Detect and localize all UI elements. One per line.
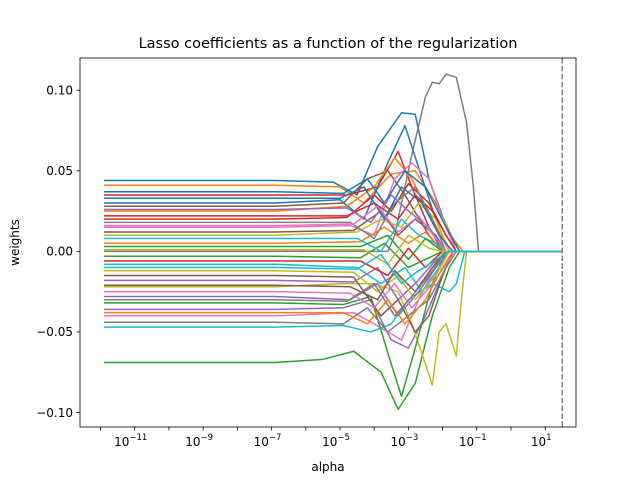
y-axis-label: weights (8, 219, 22, 266)
x-tick-label: 10−3 (390, 433, 418, 449)
coefficient-path (103, 234, 563, 265)
coefficient-path (103, 186, 563, 253)
x-tick-label: 10−1 (459, 433, 487, 449)
coefficient-path (103, 186, 563, 253)
coefficient-path (103, 226, 563, 253)
coefficient-path (103, 250, 563, 333)
x-tick-label: 101 (531, 433, 552, 449)
coefficient-path (103, 170, 563, 253)
coefficient-path (103, 242, 563, 269)
y-tick-label: 0.10 (46, 84, 73, 98)
coefficient-path (103, 250, 563, 386)
coefficient-path (103, 250, 563, 411)
x-tick-label: 10−5 (322, 433, 350, 449)
coefficient-path (103, 250, 563, 309)
coefficient-path (103, 205, 563, 253)
coefficient-path (103, 234, 563, 261)
x-tick-label: 10−11 (114, 433, 147, 449)
plot-frame (79, 57, 577, 428)
x-tick-label: 10−7 (254, 433, 282, 449)
y-tick-label: −0.10 (36, 406, 73, 420)
coefficient-path (103, 202, 563, 253)
coefficient-path (103, 218, 563, 253)
coefficient-path (103, 250, 563, 301)
coefficient-path (103, 247, 563, 277)
x-tick-label: 10−9 (185, 433, 213, 449)
y-tick-label: 0.05 (46, 164, 73, 178)
y-tick-label: −0.05 (36, 325, 73, 339)
coefficient-path (103, 250, 563, 317)
coefficient-path (103, 161, 563, 253)
coefficient-path (103, 250, 563, 317)
coefficient-path (103, 250, 563, 325)
chart-title: Lasso coefficients as a function of the … (139, 36, 518, 52)
coefficient-path (103, 194, 563, 253)
coefficient-path (103, 150, 563, 253)
y-axis-ticks: 0.10 0.05 0.00 −0.05 −0.10 (36, 84, 80, 420)
coefficient-paths (103, 73, 563, 411)
x-axis-label: alpha (311, 460, 344, 474)
x-axis-ticks: 10−11 10−9 10−7 10−5 10−3 10−1 101 (100, 427, 552, 449)
y-tick-label: 0.00 (46, 245, 73, 259)
coefficient-path (103, 250, 563, 285)
